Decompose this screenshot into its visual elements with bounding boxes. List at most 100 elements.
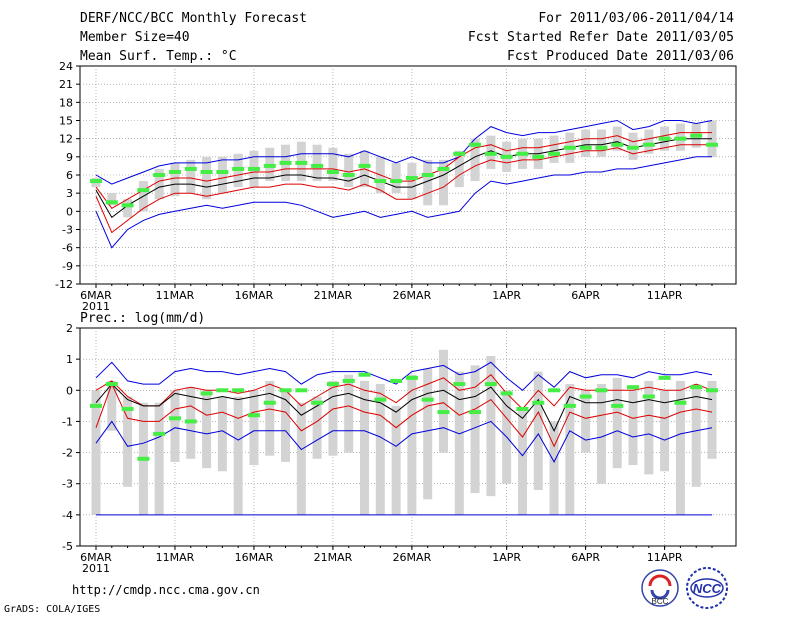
spread-box [486, 356, 496, 497]
y-tick-label: -9 [62, 260, 73, 273]
obs-marker [168, 169, 181, 174]
spread-box [202, 390, 212, 469]
bcc-logo-text: BCC [652, 597, 669, 606]
obs-marker [121, 406, 134, 411]
y-tick-label: -5 [62, 540, 73, 553]
x-tick-label: 16MAR [235, 289, 274, 302]
spread-box [581, 129, 591, 157]
spread-box [123, 396, 133, 487]
obs-marker [279, 388, 292, 393]
grads-credit: GrADS: COLA/IGES [4, 604, 101, 615]
obs-marker [405, 176, 418, 181]
obs-marker [579, 394, 592, 399]
y-tick-label: -1 [62, 415, 73, 428]
obs-marker [674, 136, 687, 141]
obs-marker [200, 391, 213, 396]
series-mean-line [95, 138, 712, 219]
spread-box [233, 396, 243, 515]
obs-marker [263, 163, 276, 168]
spread-box [596, 384, 606, 484]
y-tick-label: 18 [59, 96, 73, 109]
spread-box [565, 384, 575, 515]
obs-marker [326, 382, 339, 387]
spread-box [612, 126, 622, 151]
spread-box [707, 380, 717, 459]
spread-box [91, 390, 101, 515]
spread-box [123, 199, 133, 218]
x-tick-label: 26MAR [393, 289, 432, 302]
produced-date-label: Fcst Produced Date 2011/03/06 [507, 49, 734, 64]
obs-marker [627, 145, 640, 150]
spread-box [470, 365, 480, 494]
obs-marker [532, 400, 545, 405]
spread-box [438, 349, 448, 453]
x-tick-label: 11APR [647, 551, 683, 564]
x-tick-label: 6MAR [80, 289, 112, 302]
obs-marker [642, 394, 655, 399]
spread-box [660, 390, 670, 472]
obs-marker [658, 136, 671, 141]
spread-box [438, 159, 448, 206]
y-tick-label: -6 [62, 242, 73, 255]
obs-marker [184, 166, 197, 171]
obs-marker [279, 160, 292, 165]
spread-box [107, 380, 117, 431]
obs-marker [390, 378, 403, 383]
obs-marker [437, 166, 450, 171]
y-tick-label: -4 [62, 509, 73, 522]
x-tick-label: 26MAR [393, 551, 432, 564]
obs-marker [690, 133, 703, 138]
obs-marker [137, 188, 150, 193]
x-tick-label: 6APR [571, 289, 600, 302]
spread-box [391, 162, 401, 194]
obs-marker [311, 163, 324, 168]
spread-box [675, 380, 685, 515]
spread-box [265, 380, 275, 456]
y-tick-label: -3 [62, 224, 73, 237]
obs-marker [563, 145, 576, 150]
obs-marker [548, 151, 561, 156]
website-url[interactable]: http://cmdp.ncc.cma.gov.cn [72, 583, 260, 597]
spread-box [202, 156, 212, 200]
obs-marker [247, 413, 260, 418]
spread-box [533, 371, 543, 490]
obs-marker [137, 456, 150, 461]
spread-box [281, 390, 291, 462]
spread-box [470, 138, 480, 182]
obs-marker [563, 403, 576, 408]
obs-marker [90, 179, 102, 184]
spread-box [344, 153, 354, 188]
obs-marker [706, 388, 718, 393]
y-tick-label: 2 [66, 322, 73, 335]
series-upper-line [95, 132, 712, 209]
x-tick-label: 6APR [571, 551, 600, 564]
obs-marker [295, 388, 308, 393]
spread-box [375, 384, 385, 515]
obs-marker [342, 173, 355, 177]
obs-marker [579, 145, 592, 150]
obs-marker [184, 419, 197, 424]
obs-marker [216, 169, 229, 174]
spread-box [549, 421, 559, 515]
y-tick-label: 1 [66, 353, 73, 366]
y-tick-label: -12 [55, 278, 73, 291]
ncc-logo-icon: NCC [686, 567, 728, 609]
obs-marker [532, 154, 545, 159]
spread-box [612, 377, 622, 469]
spread-box [217, 396, 227, 472]
x-tick-label: 6MAR [80, 551, 112, 564]
obs-marker [516, 151, 529, 156]
obs-marker [595, 388, 608, 393]
obs-marker [358, 163, 371, 168]
series-min-line [95, 420, 713, 463]
spread-box [628, 390, 638, 466]
obs-marker [611, 142, 624, 147]
y-tick-label: 0 [66, 205, 73, 218]
x-tick-label: 1APR [492, 551, 521, 564]
spread-box [423, 368, 433, 500]
precip-title: Prec.: log(mm/d) [80, 311, 205, 326]
spread-box [328, 380, 338, 456]
spread-box [154, 168, 164, 200]
obs-marker [105, 382, 118, 387]
x-tick-label: 21MAR [314, 551, 353, 564]
